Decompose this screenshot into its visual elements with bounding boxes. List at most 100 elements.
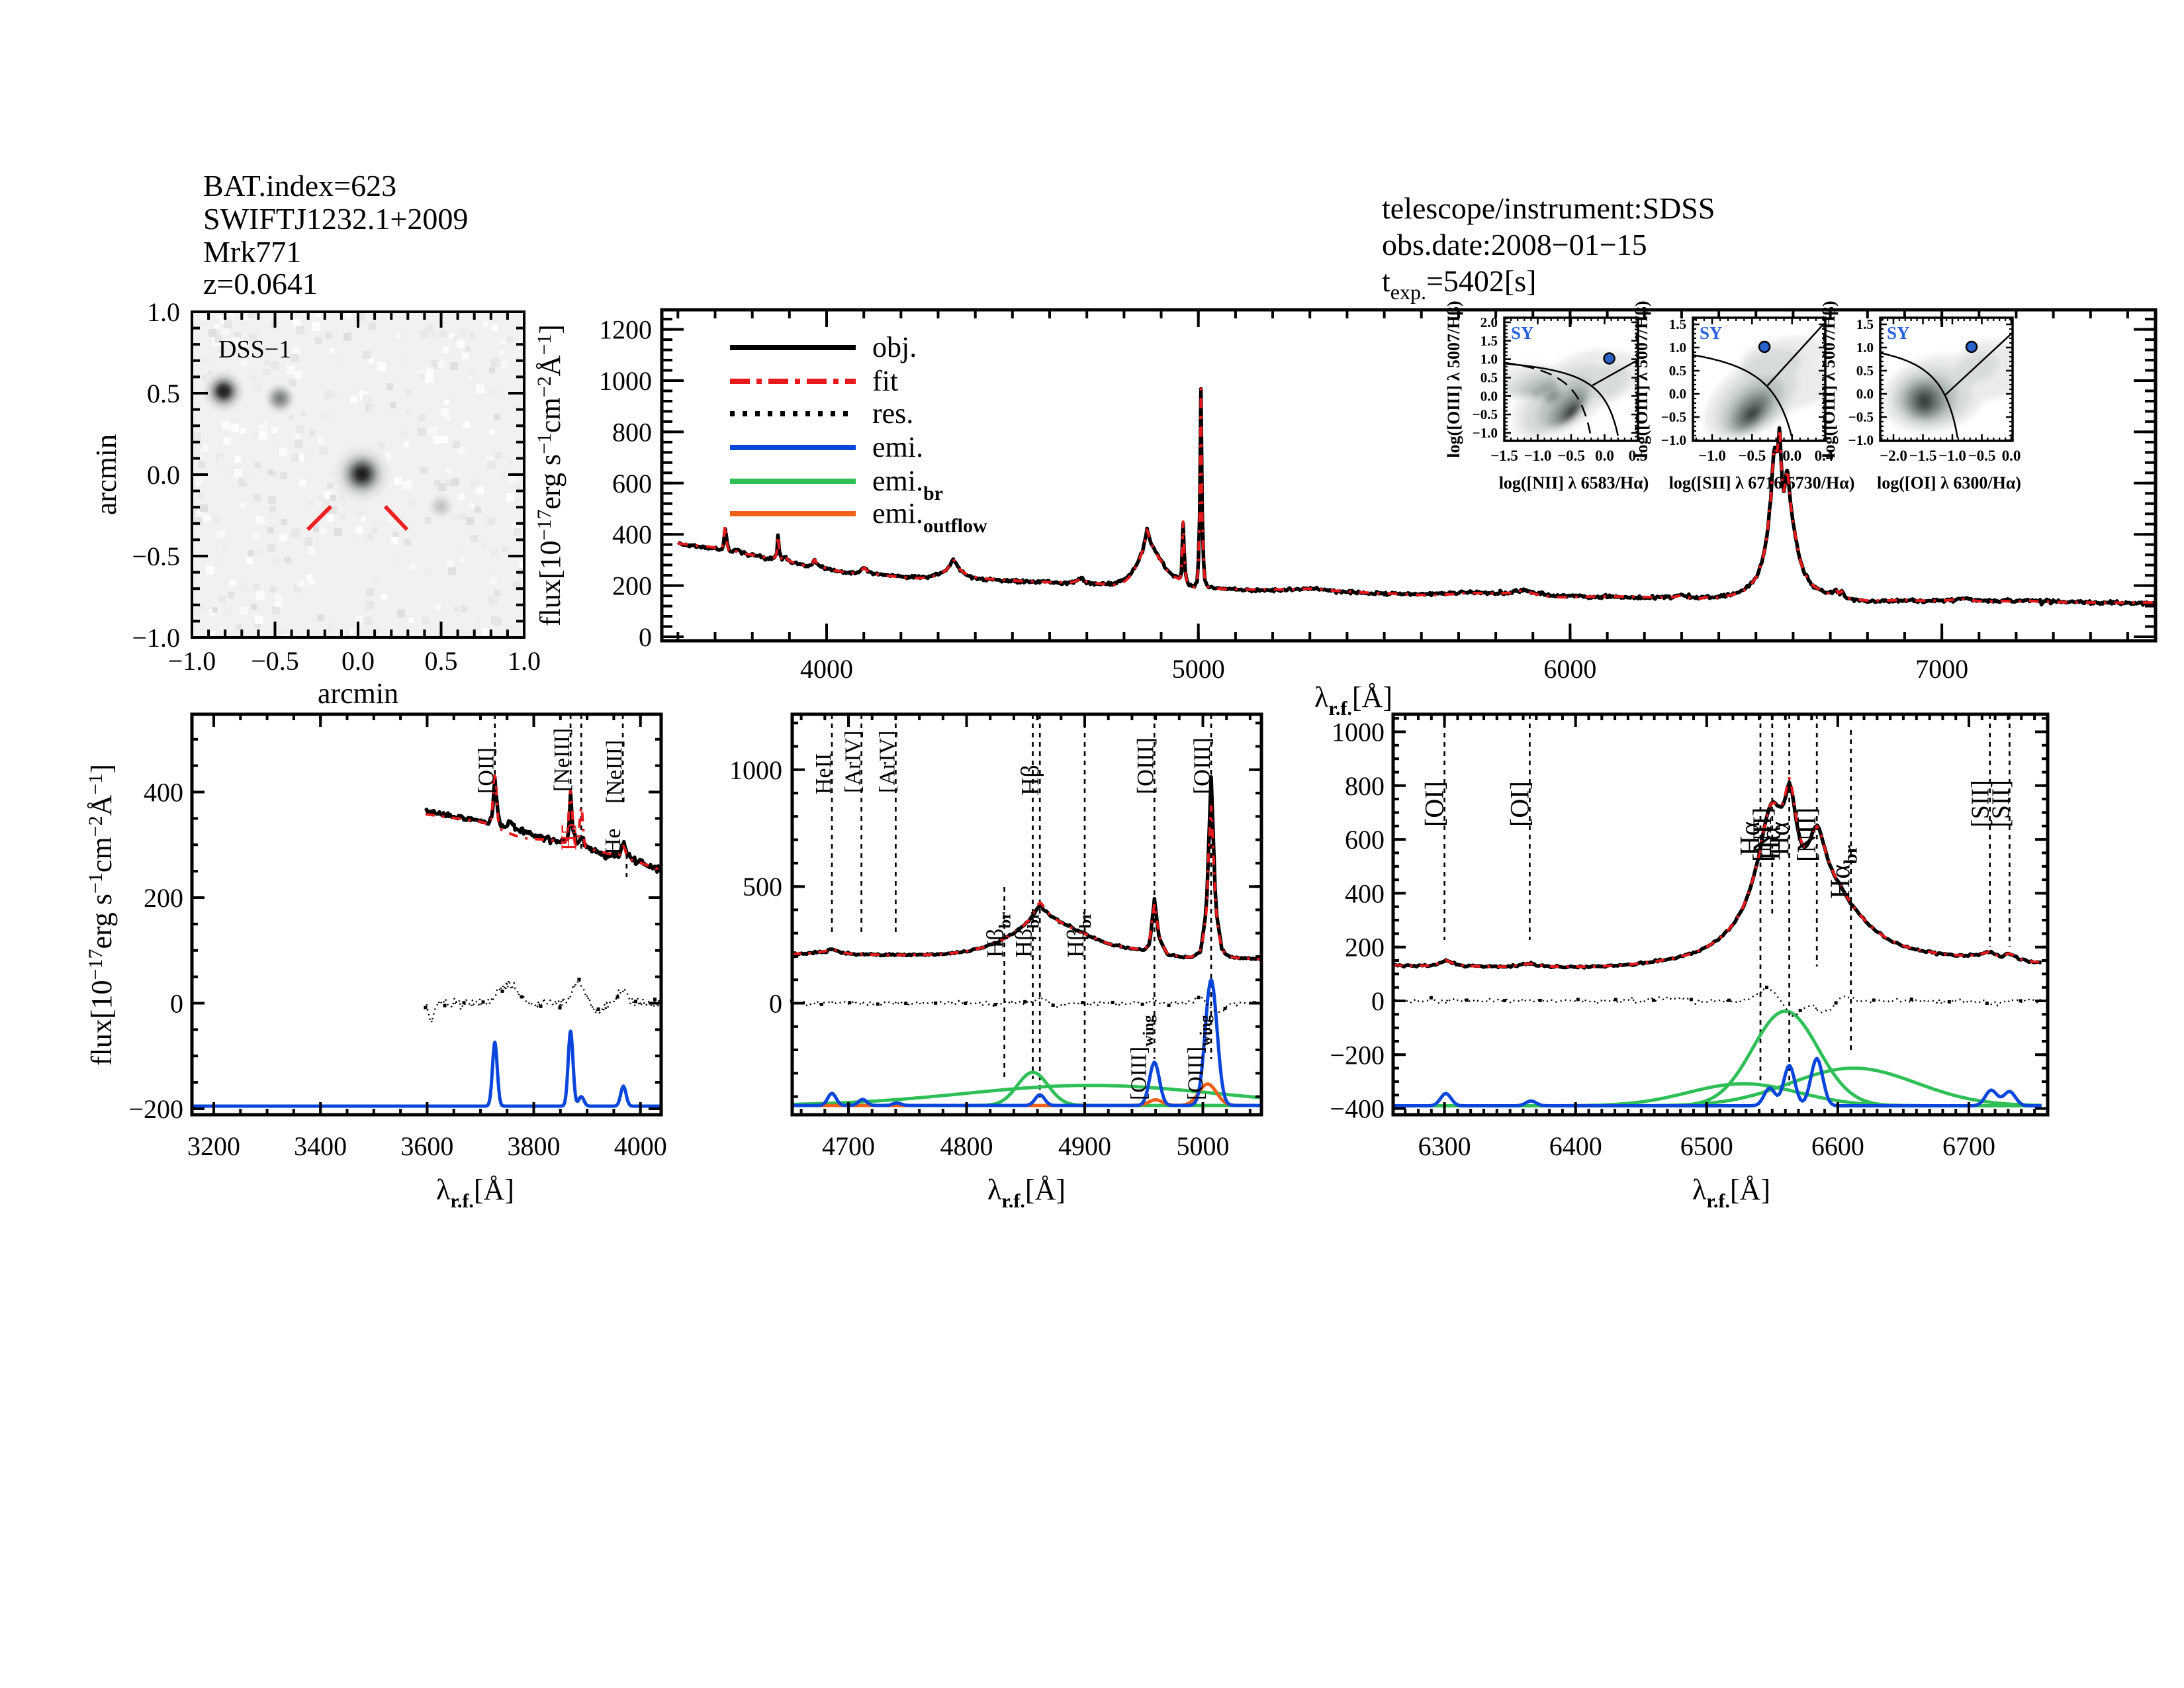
svg-text:[OIII]: [OIII]: [1132, 737, 1158, 794]
svg-text:0.0: 0.0: [1782, 447, 1801, 464]
svg-text:−400: −400: [1330, 1094, 1385, 1124]
svg-text:λr.f.[Å]: λr.f.[Å]: [436, 1174, 514, 1212]
svg-text:200: 200: [612, 571, 652, 601]
svg-text:−1.0: −1.0: [1698, 447, 1726, 464]
svg-text:400: 400: [612, 520, 652, 549]
svg-text:log([NII] λ 6583/Hα): log([NII] λ 6583/Hα): [1499, 473, 1649, 492]
svg-text:[OI]: [OI]: [1504, 781, 1534, 827]
svg-text:3800: 3800: [508, 1131, 561, 1161]
svg-text:400: 400: [144, 778, 183, 808]
svg-text:log([OIII] λ 5007/Hβ): log([OIII] λ 5007/Hβ): [1819, 301, 1839, 457]
svg-text:1.0: 1.0: [508, 646, 541, 676]
svg-text:6600: 6600: [1811, 1131, 1864, 1161]
svg-text:Mrk771: Mrk771: [203, 235, 301, 269]
svg-text:200: 200: [144, 883, 183, 913]
svg-text:800: 800: [1345, 771, 1385, 801]
svg-text:SY: SY: [1700, 323, 1723, 343]
svg-text:[NeIII]: [NeIII]: [602, 740, 627, 804]
svg-text:6500: 6500: [1680, 1131, 1733, 1161]
svg-text:1.0: 1.0: [147, 297, 180, 327]
svg-text:[ArIV]: [ArIV]: [875, 731, 899, 793]
svg-text:600: 600: [612, 469, 652, 498]
svg-text:Hα: Hα: [1735, 821, 1766, 856]
svg-text:−0.5: −0.5: [1968, 447, 1996, 464]
svg-text:−1.0: −1.0: [132, 623, 180, 653]
svg-text:−1.0: −1.0: [1661, 432, 1686, 448]
svg-text:log([SII] λ 6716,6730/Hα): log([SII] λ 6716,6730/Hα): [1669, 473, 1855, 492]
svg-text:400: 400: [1345, 878, 1385, 908]
svg-text:−1.0: −1.0: [1524, 447, 1552, 464]
svg-text:0: 0: [769, 989, 782, 1019]
svg-text:0.5: 0.5: [1856, 363, 1874, 379]
svg-text:200: 200: [1345, 933, 1385, 962]
svg-text:6000: 6000: [1543, 654, 1596, 684]
svg-text:6400: 6400: [1549, 1131, 1602, 1161]
svg-text:1.5: 1.5: [1480, 333, 1498, 349]
svg-text:obj.: obj.: [872, 331, 917, 363]
svg-text:SWIFTJ1232.1+2009: SWIFTJ1232.1+2009: [203, 202, 468, 236]
svg-text:flux[10−17erg s−1cm−2Å−1]: flux[10−17erg s−1cm−2Å−1]: [85, 764, 118, 1066]
svg-text:[NeIII]: [NeIII]: [550, 728, 574, 792]
svg-text:0.0: 0.0: [1480, 388, 1498, 404]
svg-text:0.0: 0.0: [2002, 447, 2021, 464]
svg-text:1000: 1000: [1332, 718, 1385, 747]
svg-text:[OIII]: [OIII]: [1189, 737, 1215, 794]
svg-text:log([OIII] λ 5007/Hβ): log([OIII] λ 5007/Hβ): [1444, 301, 1463, 457]
svg-text:log([OI] λ 6300/Hα): log([OI] λ 6300/Hα): [1877, 473, 2021, 492]
svg-text:4000: 4000: [614, 1131, 667, 1161]
svg-text:1.0: 1.0: [1669, 340, 1686, 355]
svg-text:BAT.index=623: BAT.index=623: [203, 169, 396, 203]
svg-text:5000: 5000: [1177, 1131, 1230, 1161]
svg-text:500: 500: [743, 872, 782, 902]
svg-text:4800: 4800: [940, 1131, 993, 1161]
svg-text:res.: res.: [872, 397, 913, 430]
svg-text:0: 0: [1371, 986, 1385, 1016]
svg-text:−1.0: −1.0: [168, 646, 216, 676]
svg-text:Hα: Hα: [1756, 826, 1787, 861]
svg-text:[SII]: [SII]: [1987, 780, 2015, 827]
svg-text:[SII]: [SII]: [1967, 780, 1995, 827]
svg-text:−1.5: −1.5: [1909, 447, 1937, 464]
svg-text:1.0: 1.0: [1480, 352, 1498, 367]
svg-text:5000: 5000: [1172, 654, 1225, 684]
svg-text:−2.0: −2.0: [1880, 447, 1907, 464]
svg-text:λr.f.[Å]: λr.f.[Å]: [1314, 681, 1392, 720]
svg-text:4700: 4700: [822, 1131, 875, 1161]
svg-text:1.0: 1.0: [1856, 340, 1874, 355]
svg-text:−0.5: −0.5: [1661, 409, 1686, 425]
svg-text:0.0: 0.0: [1595, 447, 1614, 464]
svg-text:−1.5: −1.5: [1490, 447, 1518, 464]
svg-text:−0.5: −0.5: [1738, 447, 1766, 464]
svg-text:−0.5: −0.5: [132, 541, 180, 571]
svg-text:−1.0: −1.0: [1473, 425, 1498, 441]
svg-text:1200: 1200: [599, 315, 652, 345]
svg-text:texp.=5402[s]: texp.=5402[s]: [1382, 264, 1536, 304]
svg-text:SY: SY: [1511, 323, 1534, 343]
svg-text:λr.f.[Å]: λr.f.[Å]: [987, 1174, 1066, 1212]
svg-text:emi.: emi.: [872, 431, 923, 463]
svg-text:0.5: 0.5: [1669, 363, 1686, 379]
svg-text:arcmin: arcmin: [318, 677, 398, 710]
svg-text:−200: −200: [128, 1094, 183, 1124]
svg-text:λr.f.[Å]: λr.f.[Å]: [1692, 1174, 1770, 1212]
svg-text:Hβ: Hβ: [1017, 765, 1044, 796]
svg-text:−0.5: −0.5: [251, 646, 299, 676]
svg-text:3600: 3600: [400, 1131, 453, 1161]
svg-text:−0.5: −0.5: [1557, 447, 1585, 464]
svg-text:[OII]: [OII]: [475, 747, 499, 794]
svg-text:−0.5: −0.5: [1473, 406, 1498, 422]
svg-text:[NII]: [NII]: [1747, 808, 1777, 862]
svg-text:0.0: 0.0: [341, 646, 375, 676]
svg-text:1.5: 1.5: [1856, 316, 1874, 332]
svg-text:0.0: 0.0: [147, 460, 180, 490]
svg-text:0.4: 0.4: [1815, 447, 1834, 464]
svg-text:[OI]: [OI]: [1420, 781, 1449, 827]
svg-text:7000: 7000: [1915, 654, 1968, 684]
svg-text:0: 0: [170, 989, 183, 1019]
svg-text:−0.5: −0.5: [1848, 409, 1874, 425]
svg-text:[ArIV]: [ArIV]: [841, 731, 866, 793]
svg-text:[NII]: [NII]: [1792, 808, 1821, 862]
svg-text:1.5: 1.5: [1669, 316, 1686, 332]
svg-text:arcmin: arcmin: [90, 434, 122, 515]
svg-text:0: 0: [639, 622, 652, 652]
